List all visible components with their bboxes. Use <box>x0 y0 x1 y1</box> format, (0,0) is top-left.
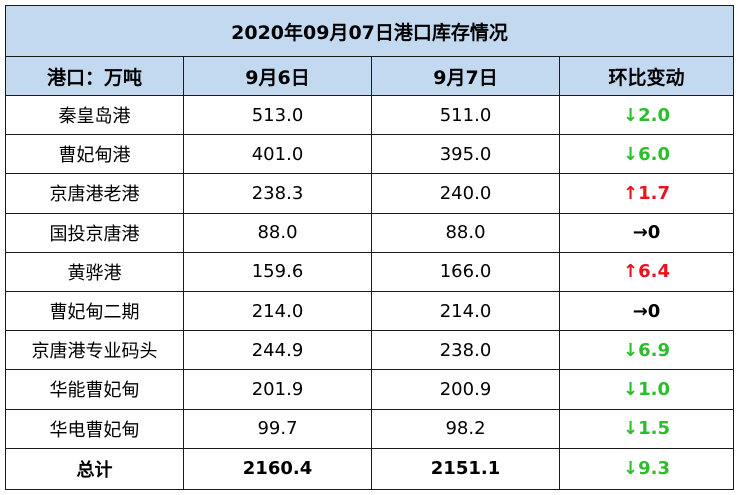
header-change: 环比变动 <box>558 56 735 96</box>
sep6-value: 214.0 <box>183 290 372 332</box>
sep6-value: 238.3 <box>183 173 372 214</box>
change-value: ↓1.0 <box>558 369 735 410</box>
port-inventory-table: 2020年09月07日港口库存情况 港口：万吨 9月6日 9月7日 环比变动 秦… <box>4 5 735 491</box>
title-row: 2020年09月07日港口库存情况 <box>4 5 735 57</box>
total-row: 总计 2160.4 2151.1 ↓9.3 <box>5 447 735 491</box>
sep6-value: 201.9 <box>183 369 372 410</box>
table-row: 曹妃甸二期 214.0 214.0 →0 <box>5 290 735 332</box>
total-sep6: 2160.4 <box>183 447 372 491</box>
sep7-value: 166.0 <box>371 251 560 292</box>
table-row: 京唐港老港 238.3 240.0 ↑1.7 <box>5 173 735 214</box>
sep7-value: 88.0 <box>371 212 560 253</box>
total-label: 总计 <box>5 447 184 491</box>
change-value: ↓6.9 <box>558 330 735 371</box>
port-name: 京唐港专业码头 <box>5 330 184 371</box>
change-value: →0 <box>558 290 735 332</box>
change-value: ↑1.7 <box>558 173 735 214</box>
header-port: 港口：万吨 <box>5 56 184 96</box>
sep6-value: 513.0 <box>183 94 372 136</box>
table-row: 曹妃甸港 401.0 395.0 ↓6.0 <box>5 134 735 175</box>
table-row: 华电曹妃甸 99.7 98.2 ↓1.5 <box>5 408 735 449</box>
change-value: ↑6.4 <box>558 251 735 292</box>
change-value: ↓1.5 <box>558 408 735 449</box>
port-name: 曹妃甸二期 <box>5 290 184 332</box>
header-row: 港口：万吨 9月6日 9月7日 环比变动 <box>5 56 735 96</box>
sep6-value: 244.9 <box>183 330 372 371</box>
sep7-value: 238.0 <box>371 330 560 371</box>
header-sep6: 9月6日 <box>183 56 372 96</box>
table-row: 国投京唐港 88.0 88.0 →0 <box>5 212 735 253</box>
sep7-value: 240.0 <box>371 173 560 214</box>
table-title: 2020年09月07日港口库存情况 <box>4 5 735 57</box>
change-value: ↓6.0 <box>558 134 735 175</box>
table-row: 秦皇岛港 513.0 511.0 ↓2.0 <box>5 94 735 136</box>
sep7-value: 511.0 <box>371 94 560 136</box>
total-change: ↓9.3 <box>558 447 735 491</box>
port-name: 华电曹妃甸 <box>5 408 184 449</box>
total-sep7: 2151.1 <box>371 447 560 491</box>
sep7-value: 98.2 <box>371 408 560 449</box>
header-sep7: 9月7日 <box>371 56 560 96</box>
sep6-value: 88.0 <box>183 212 372 253</box>
sep6-value: 159.6 <box>183 251 372 292</box>
change-value: ↓2.0 <box>558 94 735 136</box>
sep7-value: 214.0 <box>371 290 560 332</box>
sep7-value: 395.0 <box>371 134 560 175</box>
table-row: 黄骅港 159.6 166.0 ↑6.4 <box>5 251 735 292</box>
port-name: 国投京唐港 <box>5 212 184 253</box>
port-name: 华能曹妃甸 <box>5 369 184 410</box>
port-name: 秦皇岛港 <box>5 94 184 136</box>
sep6-value: 401.0 <box>183 134 372 175</box>
port-name: 黄骅港 <box>5 251 184 292</box>
sep7-value: 200.9 <box>371 369 560 410</box>
table-row: 京唐港专业码头 244.9 238.0 ↓6.9 <box>5 330 735 371</box>
port-name: 京唐港老港 <box>5 173 184 214</box>
table-row: 华能曹妃甸 201.9 200.9 ↓1.0 <box>5 369 735 410</box>
port-name: 曹妃甸港 <box>5 134 184 175</box>
change-value: →0 <box>558 212 735 253</box>
sep6-value: 99.7 <box>183 408 372 449</box>
